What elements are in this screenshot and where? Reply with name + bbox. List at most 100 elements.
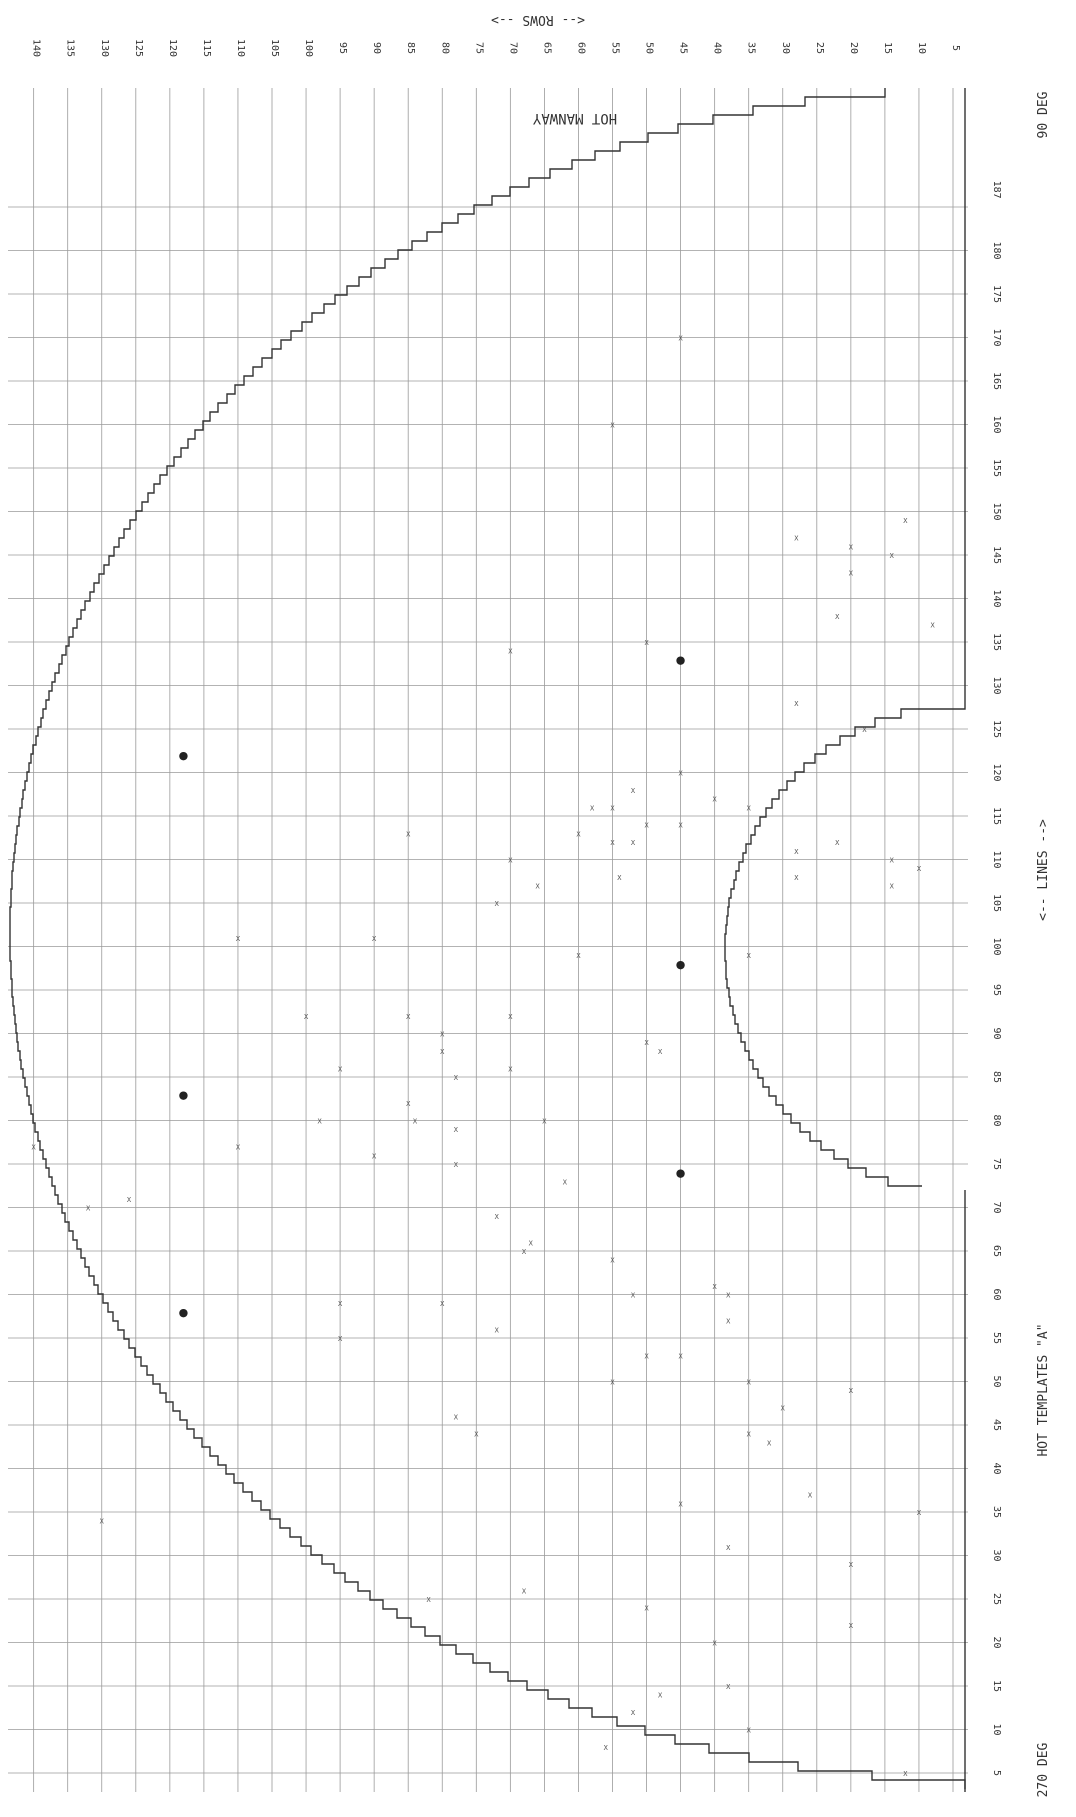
tube-mark: X [747,952,752,960]
tube-mark: X [318,1118,323,1126]
line-tick-label: 55 [991,1332,1002,1344]
tube-mark: X [610,804,615,812]
tube-mark: X [100,1518,105,1526]
tube-mark: X [610,1379,615,1387]
tube-mark: X [644,822,649,830]
tube-mark: X [644,639,649,647]
plugged-tube-mark: ● [676,1167,686,1180]
rows-arrow-label: <-- ROWS --> [491,12,585,27]
line-tick-label: 120 [991,763,1002,781]
tube-mark: X [32,1144,37,1152]
tube-mark: X [610,422,615,430]
tube-mark: X [86,1205,91,1213]
tube-mark: X [127,1196,132,1204]
row-tick-label: 15 [882,42,893,54]
line-tick-label: 35 [991,1506,1002,1518]
tube-mark: X [236,1144,241,1152]
tube-mark: X [747,1379,752,1387]
tube-mark: X [747,1431,752,1439]
line-tick-label: 145 [991,546,1002,564]
row-tick-label: 50 [644,42,655,54]
line-tick-label: 15 [991,1680,1002,1692]
row-tick-label: 65 [541,42,552,54]
tube-mark: X [542,1118,547,1126]
tube-mark: X [522,1248,527,1256]
tube-mark: X [563,1178,568,1186]
plugged-tube-mark: ● [676,653,686,666]
tube-mark: X [631,1709,636,1717]
plugged-tube-mark: ● [676,958,686,971]
line-tick-label: 150 [991,502,1002,520]
row-tick-label: 140 [31,39,42,57]
tube-mark: X [590,804,595,812]
line-tick-label: 70 [991,1201,1002,1213]
tube-mark: X [658,1692,663,1700]
tube-mark: X [495,900,500,908]
row-tick-label: 25 [814,42,825,54]
line-tick-label: 50 [991,1375,1002,1387]
tube-mark: X [495,1213,500,1221]
row-tick-label: 135 [65,39,76,57]
row-tick-label: 130 [99,39,110,57]
tube-mark: X [617,874,622,882]
row-tick-label: 35 [746,42,757,54]
tube-mark: X [835,613,840,621]
tube-mark: X [508,648,513,656]
grid-lines [8,88,968,1792]
plugged-tube-mark: ● [179,1306,189,1319]
tube-mark: X [658,1048,663,1056]
tube-mark: X [862,726,867,734]
tube-mark: X [440,1300,445,1308]
line-tick-label: 45 [991,1419,1002,1431]
tube-mark: X [781,1405,786,1413]
row-tick-label: 90 [371,42,382,54]
tube-mark: X [794,874,799,882]
tube-mark: X [747,804,752,812]
row-tick-label: 100 [303,39,314,57]
line-tick-label: 100 [991,937,1002,955]
axis-labels: 5 10 15 20 25 30 35 40 45 50 55 60 65 70 75 80 85 90 95 100… [31,39,1051,1797]
tube-mark: X [454,1126,459,1134]
tube-mark: X [835,839,840,847]
line-tick-label: 115 [991,807,1002,825]
row-tick-label: 40 [712,42,723,54]
line-tick-label: 85 [991,1071,1002,1083]
tube-mark: X [576,952,581,960]
line-tick-label: 65 [991,1245,1002,1257]
tube-mark: X [338,1065,343,1073]
tube-mark: X [454,1074,459,1082]
row-tick-label: 110 [235,39,246,57]
tube-mark: X [644,1605,649,1613]
tube-mark: X [535,883,540,891]
line-tick-label: 75 [991,1158,1002,1170]
line-tick-label: 155 [991,459,1002,477]
tube-mark: X [338,1335,343,1343]
tube-mark: X [930,622,935,630]
tube-mark: X [678,1352,683,1360]
tube-mark: X [890,883,895,891]
plugged-tube-mark: ● [179,1088,189,1101]
tube-mark: X [427,1596,432,1604]
map-title: HOT MANWAY [532,110,617,126]
tube-mark: X [726,1683,731,1691]
tube-mark: X [631,1292,636,1300]
tube-mark: X [903,517,908,525]
tube-mark: X [903,1770,908,1778]
line-tick-label: 90 [991,1027,1002,1039]
right-angle-label: 90 DEG [1036,91,1051,138]
tube-mark: X [849,543,854,551]
tube-mark: X [604,1744,609,1752]
row-tick-label: 30 [780,42,791,54]
tube-mark: X [890,857,895,865]
row-tick-label: 20 [848,42,859,54]
line-tick-label: 30 [991,1549,1002,1561]
tube-mark: X [631,839,636,847]
line-tick-label: 20 [991,1636,1002,1648]
tube-mark: X [726,1544,731,1552]
line-tick-label: 40 [991,1462,1002,1474]
tube-mark: X [849,569,854,577]
row-tick-label: 55 [610,42,621,54]
tube-mark: X [495,1326,500,1334]
tube-mark: X [678,770,683,778]
